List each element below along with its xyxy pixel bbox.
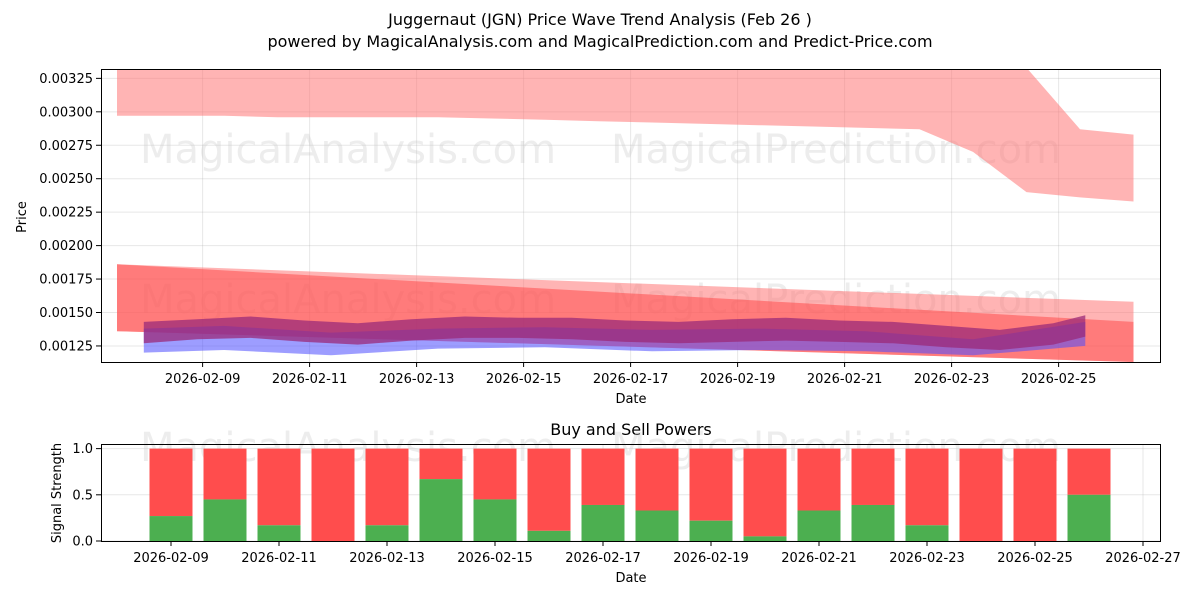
buy-bar bbox=[365, 525, 409, 541]
buy-bar bbox=[419, 479, 463, 541]
power-x-tick-label: 2026-02-19 bbox=[673, 551, 749, 566]
price-y-tick-label: 0.00125 bbox=[39, 339, 93, 354]
price-x-tick-label: 2026-02-09 bbox=[165, 372, 241, 387]
sell-bar bbox=[527, 448, 571, 531]
power-x-tick-label: 2026-02-13 bbox=[349, 551, 425, 566]
price-x-axis: 2026-02-09 2026-02-11 2026-02-13 2026-02-15… bbox=[165, 362, 1097, 387]
price-y-tick-label: 0.00325 bbox=[39, 72, 93, 87]
price-x-label: Date bbox=[615, 392, 646, 407]
power-x-tick-label: 2026-02-25 bbox=[997, 551, 1073, 566]
buy-bar bbox=[743, 536, 787, 541]
price-y-tick-label: 0.00200 bbox=[39, 239, 93, 254]
power-frame bbox=[101, 444, 1161, 542]
price-chart: MagicalAnalysis.com MagicalPrediction.co… bbox=[15, 69, 1161, 407]
buy-bar bbox=[1067, 494, 1111, 541]
price-y-label: Price bbox=[15, 201, 30, 233]
power-y-tick-label: 0.0 bbox=[72, 535, 93, 550]
price-x-tick-label: 2026-02-25 bbox=[1021, 372, 1097, 387]
chart-subtitle: powered by MagicalAnalysis.com and Magic… bbox=[267, 32, 932, 51]
sell-bar bbox=[743, 448, 787, 537]
buy-bar bbox=[203, 499, 247, 541]
power-x-axis: 2026-02-09 2026-02-11 2026-02-13 2026-02-15… bbox=[133, 541, 1181, 566]
sell-bar bbox=[635, 448, 679, 511]
power-y-label: Signal Strength bbox=[50, 443, 65, 543]
power-x-tick-label: 2026-02-09 bbox=[133, 551, 209, 566]
sell-bar bbox=[581, 448, 625, 505]
buy-bar bbox=[797, 510, 841, 541]
price-y-tick-label: 0.00225 bbox=[39, 206, 93, 221]
price-y-tick-label: 0.00250 bbox=[39, 172, 93, 187]
sell-bar bbox=[959, 448, 1003, 541]
power-x-tick-label: 2026-02-15 bbox=[457, 551, 533, 566]
sell-bar bbox=[203, 448, 247, 500]
buy-bar bbox=[851, 504, 895, 541]
sell-bar bbox=[905, 448, 949, 526]
price-bands bbox=[117, 69, 1134, 362]
sell-bar bbox=[689, 448, 733, 521]
sell-bar bbox=[797, 448, 841, 511]
buy-bar bbox=[635, 510, 679, 541]
power-x-tick-label: 2026-02-11 bbox=[241, 551, 317, 566]
price-y-axis: 0.00125 0.00150 0.00175 0.00200 0.00225 0.002… bbox=[39, 72, 101, 354]
price-x-tick-label: 2026-02-17 bbox=[593, 372, 669, 387]
power-chart: Buy and Sell Powers MagicalAnalysis.com … bbox=[50, 420, 1181, 586]
power-x-label: Date bbox=[615, 571, 646, 586]
price-y-tick-label: 0.00275 bbox=[39, 139, 93, 154]
buy-bar bbox=[149, 516, 193, 541]
power-x-tick-label: 2026-02-23 bbox=[889, 551, 965, 566]
purple-band bbox=[143, 315, 1086, 350]
sell-bar bbox=[419, 448, 463, 480]
price-x-tick-label: 2026-02-11 bbox=[272, 372, 348, 387]
price-x-tick-label: 2026-02-23 bbox=[914, 372, 990, 387]
power-y-axis: 0.0 0.5 1.0 bbox=[72, 442, 101, 550]
sell-bar bbox=[1067, 448, 1111, 495]
chart-title: Juggernaut (JGN) Price Wave Trend Analys… bbox=[387, 10, 812, 29]
price-x-tick-label: 2026-02-13 bbox=[379, 372, 455, 387]
sell-bar bbox=[311, 448, 355, 541]
power-y-tick-label: 1.0 bbox=[72, 442, 93, 457]
buy-bar bbox=[257, 525, 301, 541]
sell-bar bbox=[365, 448, 409, 526]
price-y-tick-label: 0.00175 bbox=[39, 273, 93, 288]
buy-bar bbox=[473, 499, 517, 541]
price-y-tick-label: 0.00150 bbox=[39, 306, 93, 321]
sell-bar bbox=[257, 448, 301, 526]
buy-bar bbox=[905, 525, 949, 541]
sell-bar bbox=[473, 448, 517, 500]
sell-bar bbox=[851, 448, 895, 505]
buy-bar bbox=[581, 504, 625, 541]
price-y-tick-label: 0.00300 bbox=[39, 105, 93, 120]
watermark-analysis-top: MagicalAnalysis.com bbox=[140, 127, 556, 173]
power-x-tick-label: 2026-02-27 bbox=[1105, 551, 1181, 566]
upper-light-band bbox=[117, 69, 1134, 202]
power-chart-title: Buy and Sell Powers bbox=[550, 420, 712, 439]
sell-bar bbox=[149, 448, 193, 517]
power-x-tick-label: 2026-02-21 bbox=[781, 551, 857, 566]
buy-bar bbox=[689, 520, 733, 541]
power-bars bbox=[149, 448, 1111, 541]
power-x-tick-label: 2026-02-17 bbox=[565, 551, 641, 566]
price-x-tick-label: 2026-02-19 bbox=[700, 372, 776, 387]
buy-bar bbox=[527, 530, 571, 541]
price-x-tick-label: 2026-02-15 bbox=[486, 372, 562, 387]
sell-bar bbox=[1013, 448, 1057, 541]
power-y-tick-label: 0.5 bbox=[72, 488, 93, 503]
price-x-tick-label: 2026-02-21 bbox=[807, 372, 883, 387]
